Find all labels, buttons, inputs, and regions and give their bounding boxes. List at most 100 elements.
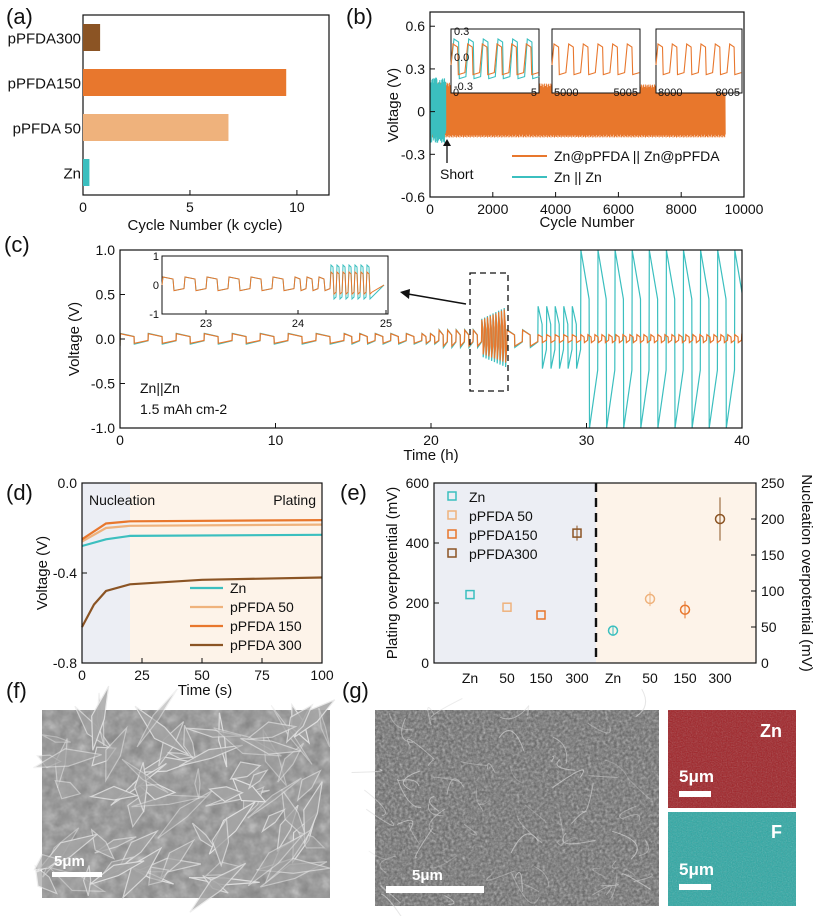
y-tick-label: -0.6 xyxy=(401,189,425,205)
zoom-arrow-head xyxy=(400,289,410,299)
category-label-right: 150 xyxy=(673,670,697,686)
y-tick-label: 400 xyxy=(406,535,430,551)
sem-image-g: 5μm xyxy=(352,689,659,916)
inset-x-tick-label: 5005 xyxy=(614,87,638,99)
chart-b: 0 2000 4000 6000 8000 10000-0.6-0.300.30.6 Cy… xyxy=(385,12,764,231)
panel-label-e: (e) xyxy=(340,480,367,505)
series-zn-zn xyxy=(430,78,446,143)
chart-b-ylabel: Voltage (V) xyxy=(385,68,402,142)
y-tick-label: -0.3 xyxy=(401,146,425,162)
legend-label: Zn xyxy=(469,489,485,505)
category-label: pPFDA 50 xyxy=(13,121,81,138)
zoom-arrow xyxy=(408,294,466,304)
x-tick-label: 50 xyxy=(194,667,210,683)
legend-label: pPFDA 300 xyxy=(230,637,302,653)
bar-zn xyxy=(83,159,89,186)
x-tick-label: 0 xyxy=(116,432,124,448)
region-label-plating: Plating xyxy=(273,492,316,508)
x-tick-label: 10 xyxy=(268,432,284,448)
y-tick-label: 0.0 xyxy=(96,331,116,347)
nucleation-background xyxy=(596,483,756,663)
chart-a-frame xyxy=(83,15,329,195)
panel-label-a: (a) xyxy=(6,4,33,29)
nucleation-region xyxy=(82,483,130,663)
y-tick-label: 200 xyxy=(406,595,430,611)
y-tick-label: -0.4 xyxy=(53,565,77,581)
category-label: pPFDA300 xyxy=(8,31,81,48)
y-tick-right-label: 250 xyxy=(761,475,785,491)
category-label-right: 50 xyxy=(642,670,658,686)
x-tick-label: 5 xyxy=(186,199,194,215)
sem-image-f: 5μm xyxy=(34,686,335,912)
y-tick-label: 0.3 xyxy=(406,61,426,77)
legend-label: pPFDA 50 xyxy=(230,599,294,615)
eds-map-f: F 5μm xyxy=(668,812,796,906)
inset-y-tick-label: 0 xyxy=(153,280,159,292)
x-tick-label: 2000 xyxy=(477,201,508,217)
y-tick-label: -0.8 xyxy=(53,655,77,671)
y-tick-label: 1.0 xyxy=(96,242,116,258)
bar-ppfda150 xyxy=(83,69,286,96)
x-tick-label: 75 xyxy=(254,667,270,683)
y-tick-label: 0 xyxy=(421,655,429,671)
chart-d: 0 25 50 75 100-0.8-0.40.0 Nucleation Plating… xyxy=(34,475,334,699)
category-label: pPFDA150 xyxy=(8,76,81,93)
chart-d-ylabel: Voltage (V) xyxy=(34,536,51,610)
inset-y-tick-label: 0.0 xyxy=(454,52,469,64)
inset-y-tick-label: 1 xyxy=(153,251,159,263)
legend-label: pPFDA 50 xyxy=(469,508,533,524)
eds-map-zn: Zn 5μm xyxy=(668,710,796,808)
eds-scale-bar-zn xyxy=(679,791,711,797)
category-label-left: 50 xyxy=(499,670,515,686)
chart-b-annotation-short: Short xyxy=(440,166,474,182)
y-tick-label: 0 xyxy=(417,104,425,120)
chart-a: pPFDA300 pPFDA150 pPFDA 50 Zn 0 5 10 Cycle Nu… xyxy=(8,15,329,234)
inset-x-tick-label: 25 xyxy=(380,318,392,330)
eds-scale-label-f: 5μm xyxy=(679,860,714,879)
inset-x-tick-label: 8005 xyxy=(716,87,740,99)
y-tick-right-label: 200 xyxy=(761,511,785,527)
category-label-right: 300 xyxy=(708,670,732,686)
region-label-nucleation: Nucleation xyxy=(89,492,155,508)
category-label-left: Zn xyxy=(462,670,478,686)
x-tick-label: 0 xyxy=(79,199,87,215)
chart-d-xlabel: Time (s) xyxy=(178,682,232,699)
chart-a-xlabel: Cycle Number (k cycle) xyxy=(127,217,282,234)
x-tick-label: 20 xyxy=(423,432,439,448)
bar-ppfda300 xyxy=(83,24,100,51)
x-tick-label: 10 xyxy=(289,199,305,215)
x-tick-label: 40 xyxy=(734,432,750,448)
panel-label-c: (c) xyxy=(4,232,30,257)
eds-label-zn: Zn xyxy=(760,721,782,741)
chart-c-ylabel: Voltage (V) xyxy=(66,302,83,376)
series-ppfda xyxy=(120,310,749,363)
inset-x-tick-label: 23 xyxy=(200,318,212,330)
inset-x-tick-label: 5 xyxy=(531,87,537,99)
legend-label: pPFDA300 xyxy=(469,546,538,562)
x-tick-label: 0 xyxy=(426,201,434,217)
legend-label: Zn xyxy=(230,580,246,596)
legend-label: Zn@pPFDA || Zn@pPFDA xyxy=(554,148,720,164)
x-tick-label: 25 xyxy=(134,667,150,683)
x-tick-label: 10000 xyxy=(725,201,764,217)
inset-x-tick-label: 24 xyxy=(292,318,304,330)
inset-x-tick-label: 8000 xyxy=(658,87,682,99)
scale-label-g: 5μm xyxy=(412,867,443,884)
chart-c: 0 10 20 30 40-1.0-0.50.00.51.0 Time (h) Volt… xyxy=(66,242,752,464)
y-tick-right-label: 50 xyxy=(761,619,777,635)
chart-c-annotation-cell: Zn||Zn xyxy=(140,380,180,396)
inset-y-tick-label: -1 xyxy=(149,309,159,321)
y-tick-label: 0.0 xyxy=(58,475,78,491)
panel-label-f: (f) xyxy=(6,678,27,703)
y-tick-label: 600 xyxy=(406,475,430,491)
inset-y-tick-label: -0.3 xyxy=(454,81,473,93)
panel-label-d: (d) xyxy=(6,480,33,505)
x-tick-label: 100 xyxy=(310,667,334,683)
scale-label-f: 5μm xyxy=(54,853,85,870)
chart-c-xlabel: Time (h) xyxy=(403,447,458,464)
eds-label-f: F xyxy=(771,822,782,842)
y-tick-right-label: 0 xyxy=(761,655,769,671)
eds-scale-label-zn: 5μm xyxy=(679,767,714,786)
legend-label: pPFDA 150 xyxy=(230,618,302,634)
